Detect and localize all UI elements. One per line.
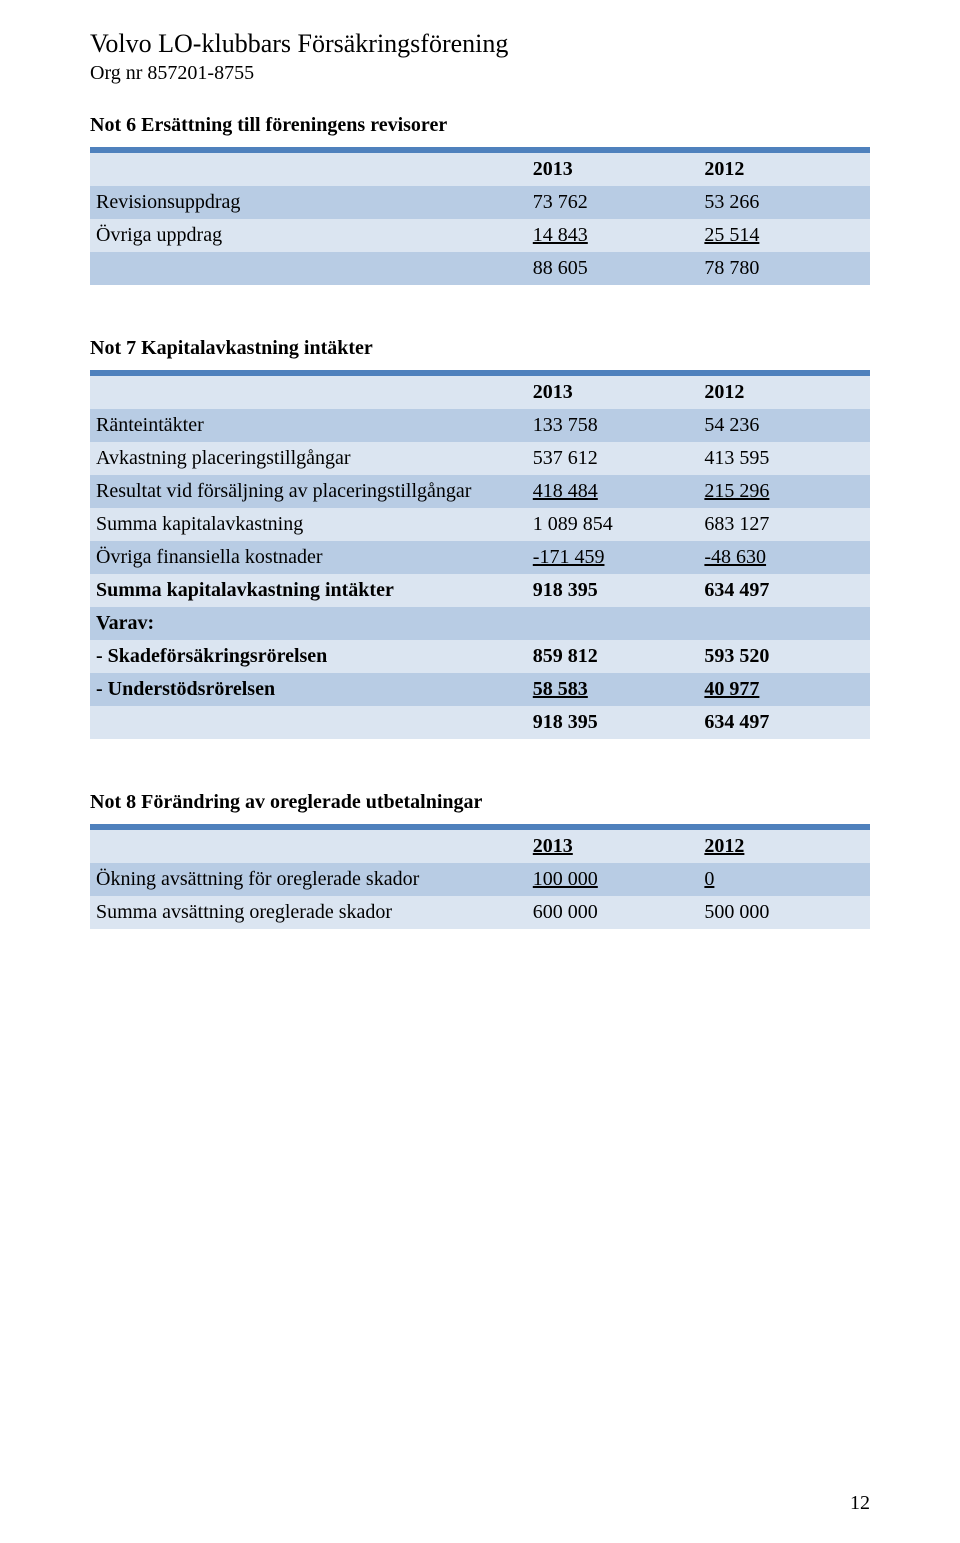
cell-label: Avkastning placeringstillgångar — [90, 442, 527, 475]
not6-heading: Not 6 Ersättning till föreningens reviso… — [90, 114, 870, 137]
cell-value: 413 595 — [698, 442, 870, 475]
table-row: Övriga finansiella kostnader -171 459 -4… — [90, 541, 870, 574]
col-header-2013: 2013 — [527, 153, 699, 186]
table-row: Summa kapitalavkastning 1 089 854 683 12… — [90, 508, 870, 541]
cell-value — [698, 607, 870, 640]
cell-value: 88 605 — [527, 252, 699, 285]
cell-label: Övriga finansiella kostnader — [90, 541, 527, 574]
col-header-2012: 2012 — [698, 376, 870, 409]
cell-label: Ränteintäkter — [90, 409, 527, 442]
table-row: 918 395 634 497 — [90, 706, 870, 739]
col-header-2012: 2012 — [698, 830, 870, 863]
cell-value: -48 630 — [698, 541, 870, 574]
page-number: 12 — [850, 1492, 870, 1515]
not7-table: 2013 2012 Ränteintäkter 133 758 54 236 A… — [90, 370, 870, 739]
cell-value: 40 977 — [698, 673, 870, 706]
cell-value: 918 395 — [527, 574, 699, 607]
cell-label: Resultat vid försäljning av placeringsti… — [90, 475, 527, 508]
page: Volvo LO-klubbars Försäkringsförening Or… — [0, 0, 960, 1543]
col-header-empty — [90, 830, 527, 863]
org-name: Volvo LO-klubbars Försäkringsförening — [90, 28, 870, 61]
not8-heading: Not 8 Förändring av oreglerade utbetalni… — [90, 791, 870, 814]
cell-value: 1 089 854 — [527, 508, 699, 541]
table-row: Summa kapitalavkastning intäkter 918 395… — [90, 574, 870, 607]
cell-label: Summa kapitalavkastning intäkter — [90, 574, 527, 607]
cell-value: 918 395 — [527, 706, 699, 739]
col-header-empty — [90, 376, 527, 409]
table-row: 88 605 78 780 — [90, 252, 870, 285]
cell-value: 634 497 — [698, 574, 870, 607]
cell-value: 78 780 — [698, 252, 870, 285]
col-header-2012: 2012 — [698, 153, 870, 186]
cell-label: Summa kapitalavkastning — [90, 508, 527, 541]
not7-heading: Not 7 Kapitalavkastning intäkter — [90, 337, 870, 360]
not6-table: 2013 2012 Revisionsuppdrag 73 762 53 266… — [90, 147, 870, 285]
cell-value: 634 497 — [698, 706, 870, 739]
col-header-empty — [90, 153, 527, 186]
cell-label: - Skadeförsäkringsrörelsen — [90, 640, 527, 673]
table-header-row: 2013 2012 — [90, 830, 870, 863]
org-nr: Org nr 857201-8755 — [90, 61, 870, 86]
table-row: Summa avsättning oreglerade skador 600 0… — [90, 896, 870, 929]
cell-value: 58 583 — [527, 673, 699, 706]
table-header-row: 2013 2012 — [90, 153, 870, 186]
table-header-row: 2013 2012 — [90, 376, 870, 409]
cell-value: -171 459 — [527, 541, 699, 574]
cell-value: 133 758 — [527, 409, 699, 442]
cell-label: - Understödsrörelsen — [90, 673, 527, 706]
table-row: Varav: — [90, 607, 870, 640]
table-row: Ränteintäkter 133 758 54 236 — [90, 409, 870, 442]
cell-value: 100 000 — [527, 863, 699, 896]
cell-label: Övriga uppdrag — [90, 219, 527, 252]
cell-label — [90, 706, 527, 739]
cell-value: 600 000 — [527, 896, 699, 929]
cell-value: 54 236 — [698, 409, 870, 442]
cell-value: 215 296 — [698, 475, 870, 508]
table-row: Resultat vid försäljning av placeringsti… — [90, 475, 870, 508]
table-row: Revisionsuppdrag 73 762 53 266 — [90, 186, 870, 219]
table-row: Avkastning placeringstillgångar 537 612 … — [90, 442, 870, 475]
cell-value: 14 843 — [527, 219, 699, 252]
col-header-2013: 2013 — [527, 376, 699, 409]
cell-value: 25 514 — [698, 219, 870, 252]
cell-value: 683 127 — [698, 508, 870, 541]
cell-label: Ökning avsättning för oreglerade skador — [90, 863, 527, 896]
cell-value: 537 612 — [527, 442, 699, 475]
cell-value: 53 266 — [698, 186, 870, 219]
col-header-2013: 2013 — [527, 830, 699, 863]
table-row: - Understödsrörelsen 58 583 40 977 — [90, 673, 870, 706]
cell-value: 0 — [698, 863, 870, 896]
cell-label: Varav: — [90, 607, 527, 640]
table-row: Övriga uppdrag 14 843 25 514 — [90, 219, 870, 252]
cell-label: Summa avsättning oreglerade skador — [90, 896, 527, 929]
table-row: - Skadeförsäkringsrörelsen 859 812 593 5… — [90, 640, 870, 673]
cell-value: 500 000 — [698, 896, 870, 929]
cell-value — [527, 607, 699, 640]
table-row: Ökning avsättning för oreglerade skador … — [90, 863, 870, 896]
cell-value: 73 762 — [527, 186, 699, 219]
cell-value: 859 812 — [527, 640, 699, 673]
cell-value: 418 484 — [527, 475, 699, 508]
cell-value: 593 520 — [698, 640, 870, 673]
cell-label: Revisionsuppdrag — [90, 186, 527, 219]
not8-table: 2013 2012 Ökning avsättning för oreglera… — [90, 824, 870, 929]
cell-label — [90, 252, 527, 285]
